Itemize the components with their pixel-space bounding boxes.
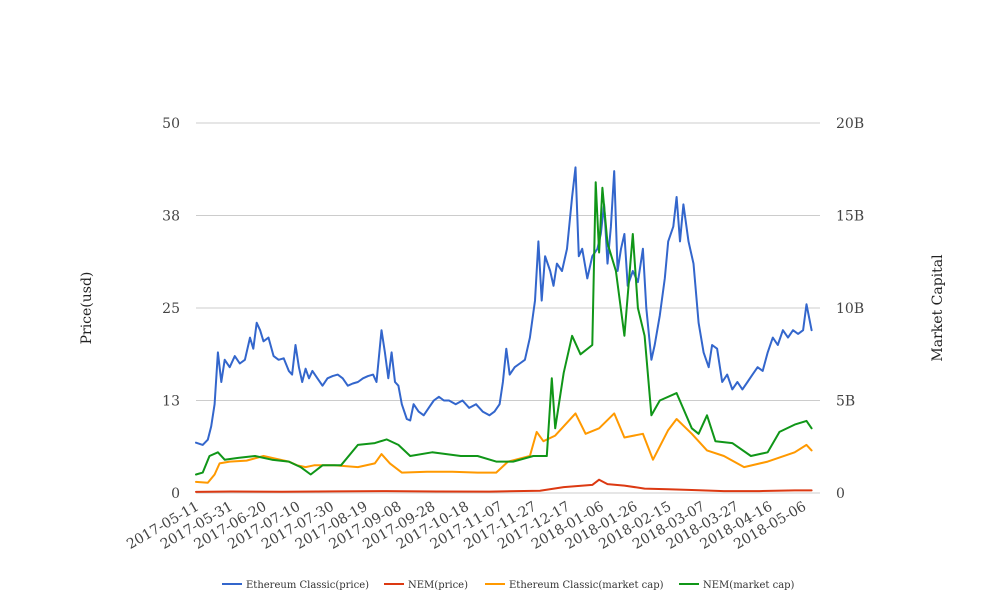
legend-item: NEM(price) [384,580,468,591]
right-tick-label: 10B [836,301,864,317]
left-tick-label: 13 [162,394,180,410]
legend-item: NEM(market cap) [679,580,795,591]
right-tick-label: 15B [836,209,864,225]
left-tick-label: 38 [162,209,180,225]
series-line-0 [195,166,813,446]
legend: Ethereum Classic(price) NEM(price) Ethereu… [222,580,795,591]
x-axis-ticks: 2017-05-112017-05-312017-06-202017-07-10… [124,499,809,553]
series-line-3 [195,181,813,476]
left-tick-label: 25 [162,301,180,317]
series-line-1 [195,478,813,493]
left-tick-label: 50 [162,116,180,132]
right-axis-ticks: 0 5B 10B 15B 20B [836,116,864,502]
legend-label: Ethereum Classic(market cap) [509,580,664,591]
legend-label: NEM(price) [408,580,468,591]
right-axis-title: Market Capital [930,254,946,362]
right-tick-label: 20B [836,116,864,132]
left-axis-title: Price(usd) [79,272,95,345]
legend-label: NEM(market cap) [703,580,795,591]
grid [196,122,820,494]
legend-item: Ethereum Classic(market cap) [485,580,664,591]
series-lines [195,166,813,493]
right-tick-label: 0 [836,486,845,502]
series-line-2 [195,412,813,484]
legend-item: Ethereum Classic(price) [222,580,369,591]
left-tick-label: 0 [171,486,180,502]
right-tick-label: 5B [836,394,855,410]
left-axis-ticks: 0 13 25 38 50 [162,116,180,502]
legend-label: Ethereum Classic(price) [246,580,369,591]
